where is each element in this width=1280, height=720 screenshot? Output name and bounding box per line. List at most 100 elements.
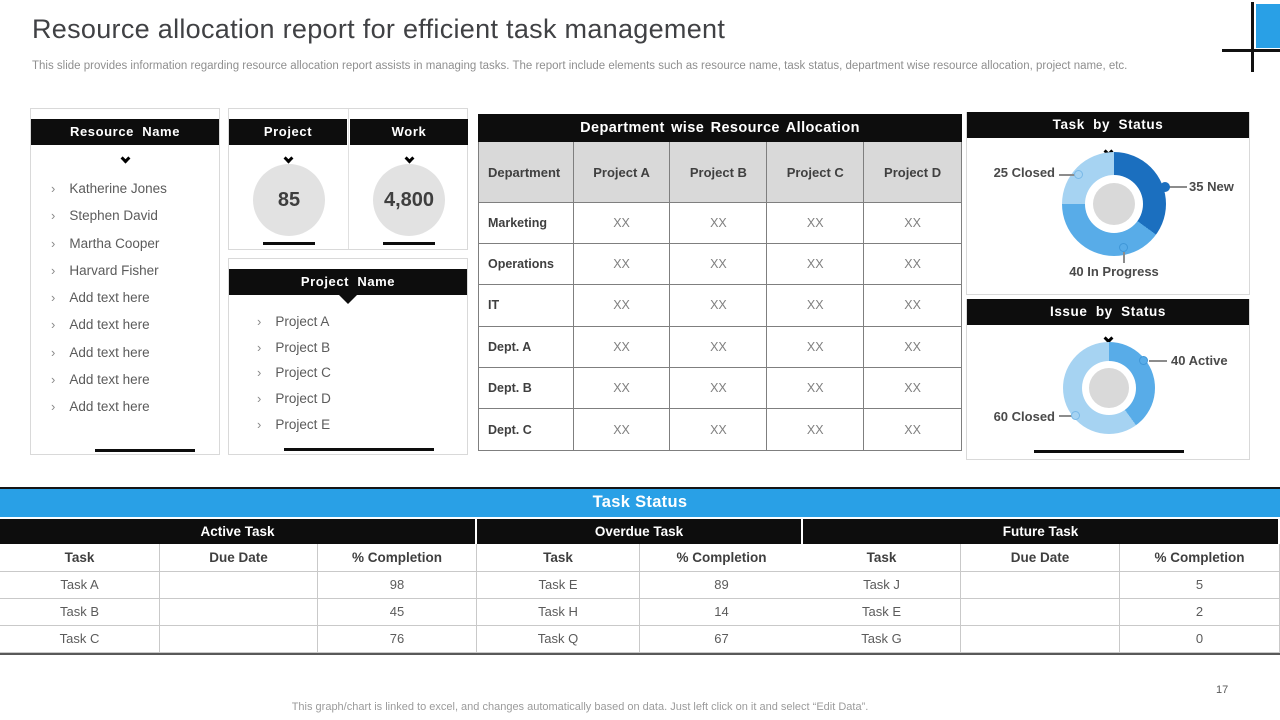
- table-cell[interactable]: XX: [767, 326, 865, 368]
- table-cell[interactable]: Task B: [0, 599, 160, 626]
- table-cell[interactable]: XX: [767, 408, 865, 451]
- angle-bullet-icon: ›: [51, 181, 56, 196]
- table-cell[interactable]: [961, 572, 1120, 599]
- list-item[interactable]: › Add text here: [51, 290, 219, 317]
- list-item[interactable]: › Harvard Fisher: [51, 263, 219, 290]
- column-header: % Completion: [640, 544, 803, 572]
- table-cell[interactable]: 14: [640, 599, 803, 626]
- table-cell[interactable]: Task J: [803, 572, 961, 599]
- table-cell[interactable]: XX: [864, 326, 962, 368]
- table-cell[interactable]: 5: [1120, 572, 1280, 599]
- table-cell[interactable]: Task C: [0, 626, 160, 653]
- table-cell[interactable]: 76: [318, 626, 477, 653]
- chart-marker-new: [1160, 182, 1170, 192]
- table-cell[interactable]: XX: [767, 244, 865, 286]
- panel-underline: [284, 448, 434, 451]
- panel-underline: [383, 242, 435, 245]
- table-cell[interactable]: 0: [1120, 626, 1280, 653]
- table-cell[interactable]: [160, 626, 318, 653]
- table-cell[interactable]: [160, 599, 318, 626]
- resource-name-header: Resource Name: [31, 119, 219, 145]
- table-cell[interactable]: XX: [670, 285, 768, 327]
- table-cell[interactable]: XX: [573, 203, 671, 245]
- project-count-badge[interactable]: 85: [253, 164, 325, 236]
- list-item[interactable]: › Project A: [257, 314, 467, 340]
- table-cell[interactable]: Task E: [803, 599, 961, 626]
- table-cell[interactable]: [961, 599, 1120, 626]
- table-cell[interactable]: XX: [767, 367, 865, 409]
- table-cell[interactable]: XX: [864, 244, 962, 286]
- row-label: Marketing: [479, 203, 574, 245]
- table-cell[interactable]: XX: [670, 367, 768, 409]
- project-name-header-label: Project Name: [300, 274, 396, 289]
- table-cell[interactable]: XX: [864, 285, 962, 327]
- table-cell[interactable]: Task H: [477, 599, 640, 626]
- table-cell[interactable]: XX: [670, 326, 768, 368]
- list-item-label: Add text here: [69, 317, 150, 333]
- issue-by-status-header: Issue by Status: [967, 299, 1249, 325]
- project-work-kpi-panel: Project Work 85 4,800: [228, 108, 468, 250]
- column-header: Due Date: [160, 544, 318, 572]
- list-item[interactable]: › Martha Cooper: [51, 236, 219, 263]
- issue-by-status-panel: Issue by Status 40 Active 60 Closed: [966, 299, 1250, 460]
- resource-name-header-label: Resource Name: [69, 124, 181, 139]
- table-cell[interactable]: XX: [670, 203, 768, 245]
- table-cell[interactable]: XX: [767, 203, 865, 245]
- table-cell[interactable]: XX: [670, 408, 768, 451]
- list-item-label: Project D: [275, 391, 331, 407]
- list-item[interactable]: › Stephen David: [51, 208, 219, 235]
- triangle-down-icon: [339, 295, 357, 304]
- table-cell[interactable]: XX: [767, 285, 865, 327]
- work-kpi-header-label: Work: [391, 124, 427, 139]
- table-cell[interactable]: Task G: [803, 626, 961, 653]
- table-cell[interactable]: XX: [573, 326, 671, 368]
- table-cell[interactable]: XX: [573, 408, 671, 451]
- project-kpi-header-label: Project: [263, 124, 313, 139]
- list-item[interactable]: › Add text here: [51, 345, 219, 372]
- leader-line: [1059, 415, 1074, 417]
- list-item-label: Add text here: [69, 399, 150, 415]
- list-item[interactable]: › Add text here: [51, 317, 219, 344]
- table-cell[interactable]: 45: [318, 599, 477, 626]
- table-cell[interactable]: XX: [573, 285, 671, 327]
- list-item[interactable]: › Project C: [257, 365, 467, 391]
- list-item[interactable]: › Add text here: [51, 372, 219, 399]
- chart-label-active: 40 Active: [1171, 353, 1228, 368]
- column-header: Project A: [573, 142, 671, 203]
- chevron-down-icon: [120, 153, 130, 164]
- table-cell[interactable]: 2: [1120, 599, 1280, 626]
- table-cell[interactable]: XX: [864, 367, 962, 409]
- list-item[interactable]: › Project B: [257, 340, 467, 366]
- column-header: Task: [0, 544, 160, 572]
- angle-bullet-icon: ›: [51, 344, 56, 360]
- column-header: % Completion: [318, 544, 477, 572]
- donut-center: [1089, 368, 1129, 408]
- table-cell[interactable]: Task A: [0, 572, 160, 599]
- task-by-status-donut-chart[interactable]: [1062, 152, 1166, 256]
- list-item-label: Katherine Jones: [69, 181, 167, 196]
- table-cell[interactable]: Task Q: [477, 626, 640, 653]
- table-cell[interactable]: [160, 572, 318, 599]
- table-cell[interactable]: 67: [640, 626, 803, 653]
- chart-label-in-progress: 40 In Progress: [1069, 264, 1159, 279]
- table-cell[interactable]: 98: [318, 572, 477, 599]
- leader-line: [1169, 186, 1187, 188]
- table-cell[interactable]: XX: [864, 203, 962, 245]
- list-item[interactable]: › Katherine Jones: [51, 181, 219, 208]
- list-item-label: Harvard Fisher: [69, 262, 159, 278]
- table-cell[interactable]: Task E: [477, 572, 640, 599]
- work-count-badge[interactable]: 4,800: [373, 164, 445, 236]
- column-header: Due Date: [961, 544, 1120, 572]
- list-item[interactable]: › Project E: [257, 417, 467, 443]
- table-cell[interactable]: XX: [670, 244, 768, 286]
- table-cell[interactable]: 89: [640, 572, 803, 599]
- table-cell[interactable]: XX: [864, 408, 962, 451]
- table-cell[interactable]: XX: [573, 367, 671, 409]
- table-cell[interactable]: XX: [573, 244, 671, 286]
- section-header-active-task: Active Task: [0, 519, 477, 544]
- angle-bullet-icon: ›: [51, 208, 56, 224]
- column-header: Department: [479, 142, 574, 203]
- list-item[interactable]: › Add text here: [51, 399, 219, 426]
- table-cell[interactable]: [961, 626, 1120, 653]
- list-item[interactable]: › Project D: [257, 391, 467, 417]
